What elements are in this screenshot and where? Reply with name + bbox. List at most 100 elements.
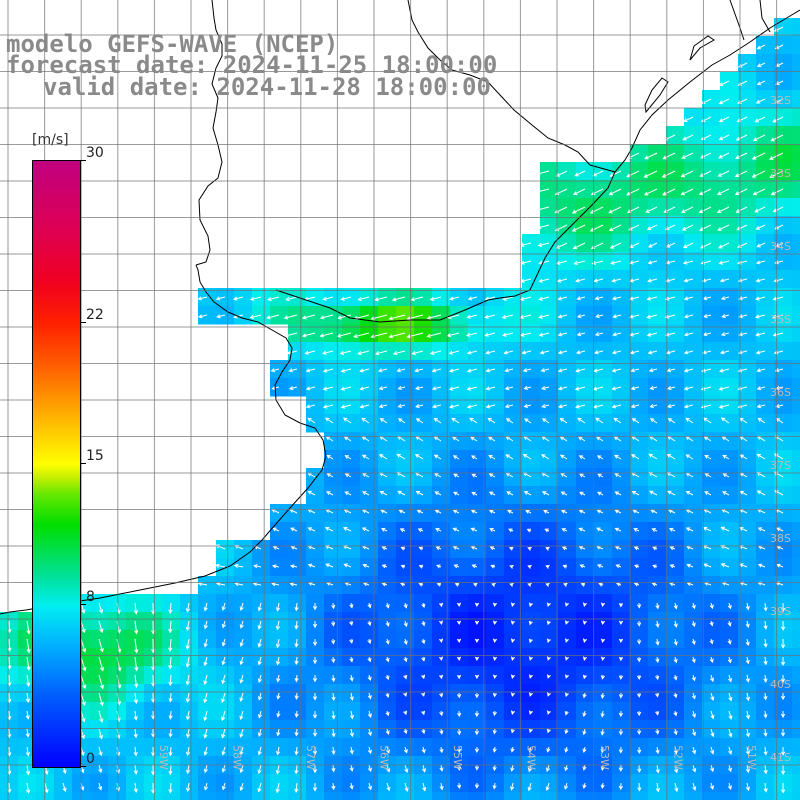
wind-arrow <box>271 564 280 569</box>
wind-arrow <box>233 296 244 301</box>
wind-arrow <box>488 473 496 478</box>
wind-speed-cell <box>288 540 307 559</box>
wind-speed-cell <box>450 396 469 415</box>
wind-arrow <box>757 417 766 424</box>
wind-arrow <box>540 368 550 373</box>
wind-arrow <box>527 582 532 587</box>
wind-arrow <box>618 782 623 791</box>
wind-arrow <box>528 746 533 753</box>
wind-arrow <box>426 314 442 320</box>
wind-arrow <box>388 332 406 339</box>
wind-arrow <box>595 417 604 424</box>
wind-speed-cell <box>702 198 721 217</box>
wind-speed-cell <box>702 486 721 505</box>
wind-speed-cell <box>738 198 757 217</box>
wind-arrow <box>669 564 676 569</box>
wind-speed-cell <box>594 288 613 307</box>
wind-speed-cell <box>648 396 667 415</box>
wind-arrow <box>561 546 568 551</box>
wind-arrow <box>755 278 766 283</box>
wind-arrow <box>378 454 388 460</box>
wind-arrow <box>484 332 496 337</box>
wind-arrow <box>685 417 694 424</box>
wind-speed-cell <box>684 792 703 800</box>
wind-speed-cell <box>360 432 379 451</box>
wind-arrow <box>485 404 496 409</box>
wind-arrow <box>546 710 551 715</box>
wind-speed-cell <box>522 504 541 523</box>
wind-speed-cell <box>288 522 307 541</box>
wind-speed-cell <box>198 576 217 595</box>
wind-arrow <box>541 418 550 424</box>
wind-speed-cell <box>792 72 800 91</box>
wind-arrow <box>307 563 316 568</box>
wind-speed-cell <box>450 324 469 343</box>
wind-arrow <box>655 782 661 793</box>
wind-arrow <box>221 602 226 611</box>
wind-arrow <box>557 332 568 337</box>
wind-speed-cell <box>558 486 577 505</box>
wind-arrow <box>439 764 444 772</box>
wind-arrow <box>434 509 442 514</box>
wind-arrow <box>239 638 244 647</box>
wind-arrow <box>215 296 226 301</box>
wind-speed-cell <box>630 486 649 505</box>
wind-arrow <box>745 674 750 683</box>
wind-arrow <box>546 728 551 734</box>
wind-speed-cell <box>576 414 595 433</box>
wind-arrow <box>276 728 281 737</box>
wind-arrow <box>763 602 768 612</box>
wind-arrow <box>385 620 390 627</box>
wind-arrow <box>709 656 714 664</box>
wind-speed-cell <box>486 360 505 379</box>
wind-arrow <box>535 170 550 176</box>
wind-arrow <box>664 296 676 301</box>
wind-speed-cell <box>720 288 739 307</box>
wind-speed-cell <box>756 216 775 235</box>
wind-arrow <box>718 80 730 87</box>
wind-arrow <box>673 728 678 736</box>
wind-arrow <box>538 296 550 301</box>
wind-speed-cell <box>270 360 289 379</box>
lat-label: 33S <box>770 167 791 180</box>
wind-arrow <box>26 674 31 687</box>
wind-speed-cell <box>450 558 469 577</box>
wind-speed-cell <box>648 324 667 343</box>
wind-arrow <box>449 368 460 373</box>
wind-speed-cell <box>540 792 559 800</box>
wind-arrow <box>683 350 694 355</box>
wind-speed-cell <box>792 612 800 631</box>
wind-speed-cell <box>720 792 739 800</box>
wind-arrow <box>614 454 622 460</box>
wind-arrow <box>403 656 408 663</box>
wind-arrow <box>545 546 550 551</box>
wind-speed-cell <box>576 486 595 505</box>
wind-speed-cell <box>432 486 451 505</box>
wind-speed-cell <box>396 432 415 451</box>
wind-speed-cell <box>648 522 667 541</box>
wind-arrow <box>780 692 786 701</box>
wind-arrow <box>541 386 550 391</box>
wind-arrow <box>595 313 604 319</box>
wind-arrow <box>720 296 730 301</box>
wind-speed-cell <box>774 108 793 127</box>
wind-arrow <box>528 656 533 661</box>
wind-speed-cell <box>684 468 703 487</box>
wind-arrow <box>648 453 658 460</box>
wind-arrow <box>239 728 244 738</box>
wind-speed-cell <box>666 288 685 307</box>
wind-speed-cell <box>378 450 397 469</box>
wind-arrow <box>415 404 424 409</box>
wind-arrow <box>718 404 730 409</box>
wind-arrow <box>564 764 569 772</box>
wind-speed-cell <box>792 702 800 721</box>
wind-speed-cell <box>432 540 451 559</box>
wind-speed-cell <box>684 216 703 235</box>
wind-arrow <box>133 692 139 705</box>
wind-arrow <box>203 656 208 667</box>
wind-arrow <box>361 527 370 532</box>
wind-arrow <box>735 134 748 141</box>
wind-speed-cell <box>54 792 73 800</box>
title-model: modelo GEFS-WAVE (NCEP) <box>6 30 339 58</box>
wind-arrow <box>429 350 442 355</box>
